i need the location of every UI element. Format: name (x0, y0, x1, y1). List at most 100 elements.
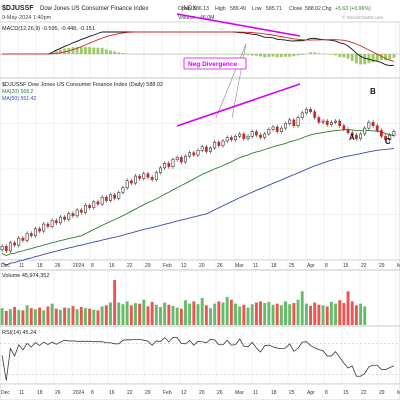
candlestick (63, 216, 67, 220)
volume-bar (279, 305, 283, 325)
point-a-label: A (349, 133, 355, 142)
date-axis-layer: Dec Dec 11 11 18 18 26 26 2024 2024 8 8 16 16 22 22 29 29… (1, 263, 400, 396)
macd-histogram-bar (92, 47, 96, 54)
volume-bar (284, 301, 287, 325)
candlestick (309, 109, 312, 112)
price-divergence-line (176, 83, 301, 127)
date-tick-label: 22 (361, 263, 367, 269)
candlestick (363, 127, 367, 135)
candlestick (392, 131, 396, 136)
volume-bar (79, 307, 83, 325)
candlestick (384, 136, 387, 141)
macd-values: -0.595, -0.448, -0.151 (42, 26, 95, 32)
date-tick-label-bottom: May (397, 390, 400, 396)
volume-bar (204, 305, 208, 325)
candlestick (263, 133, 267, 138)
volume-bar (71, 305, 75, 325)
volume-bar (29, 308, 33, 325)
macd-histogram-bar (359, 54, 363, 65)
date-tick-label-bottom: 8 (325, 390, 328, 396)
candlestick (150, 176, 154, 180)
candlestick (342, 125, 346, 130)
candlestick (29, 233, 33, 237)
volume-bar (263, 303, 267, 325)
volume-bar (229, 299, 233, 325)
point-c-label: C (385, 137, 391, 146)
volume-bar (267, 301, 271, 325)
volume-bar (254, 302, 258, 325)
volume-bar (292, 303, 296, 325)
candlestick (238, 133, 242, 137)
candlestick (21, 237, 25, 241)
candlestick (371, 121, 375, 126)
candlestick (71, 213, 75, 217)
date-tick-label-bottom: 2024 (73, 390, 84, 396)
date-tick-label: 8 (91, 263, 94, 269)
macd-histogram-bar (113, 51, 117, 54)
volume-bar (271, 304, 275, 325)
candlestick (75, 209, 79, 217)
macd-histogram-bar (88, 47, 92, 54)
price-panel-label: $DJUSSF Dow Jones US Consumer Finance In… (2, 82, 163, 88)
volume-bar (338, 300, 342, 325)
volume-bar (104, 305, 108, 325)
candlestick (192, 152, 196, 156)
macd-histogram-bar (329, 54, 333, 55)
macd-histogram-bar (292, 54, 296, 57)
candlestick (380, 130, 383, 137)
candlestick (229, 137, 233, 141)
macd-histogram-bar (288, 54, 292, 57)
macd-histogram-bar (263, 54, 267, 58)
candlestick (234, 136, 237, 141)
volume-bar (117, 302, 121, 325)
macd-histogram-bar (317, 53, 321, 54)
date-tick-label-bottom: 26 (217, 390, 223, 396)
macd-histogram-bar (346, 54, 350, 59)
candlestick (209, 147, 212, 152)
volume-bar (313, 302, 317, 325)
macd-histogram-bar (50, 52, 54, 54)
volume-bar (329, 301, 333, 325)
volume-bar (209, 308, 212, 325)
volume-bar (346, 291, 350, 325)
change-label: Chg (322, 6, 332, 12)
divergence-leader-line-1 (215, 43, 247, 119)
candlestick (317, 117, 321, 123)
volume-panel-label: Volume 45,974,352 (2, 273, 49, 279)
candlestick (4, 246, 8, 252)
macd-histogram-bar (384, 54, 388, 61)
volume-bar (213, 303, 217, 325)
macd-histogram-bar (284, 54, 287, 57)
volume-bar (188, 303, 192, 325)
macd-histogram-bar (367, 54, 371, 64)
candlestick (113, 194, 117, 199)
candlestick (313, 111, 317, 118)
volume-bar (17, 309, 21, 325)
candlestick (321, 120, 325, 123)
date-tick-label: 29 (145, 263, 151, 269)
open-label: Open (178, 6, 191, 12)
candlestick (9, 242, 12, 252)
candlestick (142, 173, 146, 179)
volume-bar (125, 301, 129, 325)
candlestick (200, 146, 204, 151)
candlestick (217, 141, 221, 146)
macd-histogram-bar (117, 52, 121, 54)
date-tick-label: Feb (163, 263, 172, 269)
volume-bar (42, 310, 46, 325)
volume-bar (33, 309, 37, 325)
candlestick (271, 126, 275, 130)
date-tick-label: Mar (235, 263, 244, 269)
macd-histogram-bar (371, 54, 375, 63)
macd-histogram-bar (271, 54, 275, 57)
candlestick (355, 134, 358, 139)
candlestick (196, 150, 200, 156)
date-label: 9-May-2024 1:40pm (2, 15, 52, 21)
macd-histogram-bar (104, 49, 108, 54)
volume-bar (21, 310, 25, 325)
open-value: 586.13 (193, 6, 209, 12)
candlestick (13, 242, 16, 246)
price-layer (0, 107, 396, 266)
macd-histogram-bar (379, 54, 383, 61)
date-tick-label: 15 (343, 263, 349, 269)
